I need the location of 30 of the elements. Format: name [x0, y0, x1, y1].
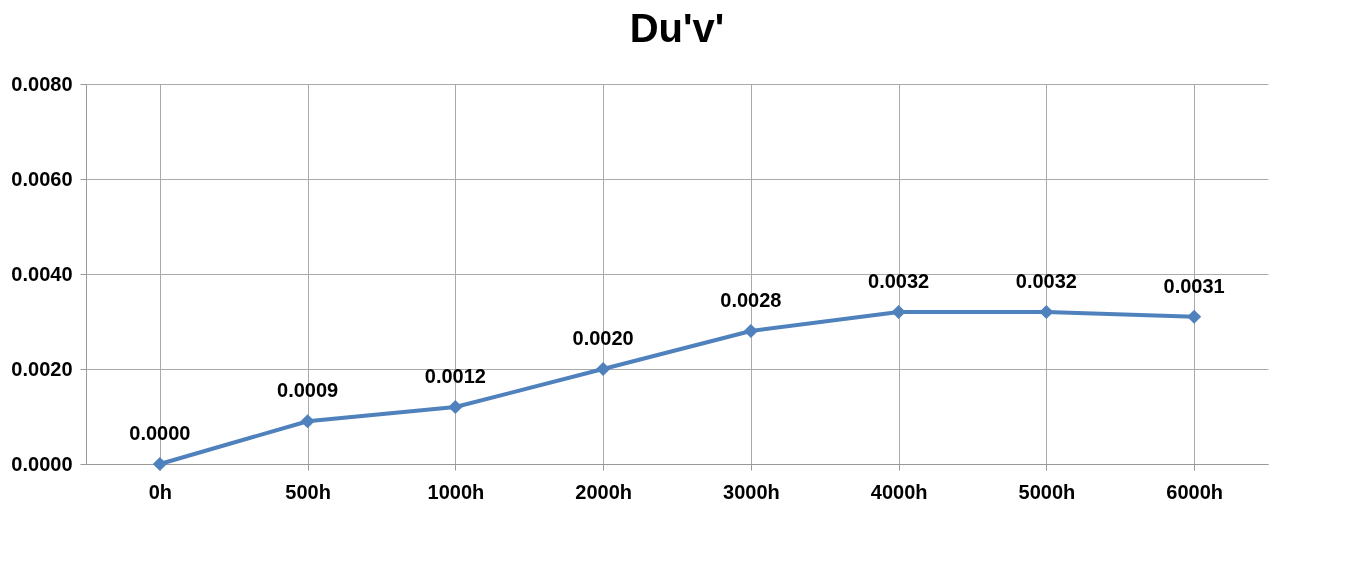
- x-tick-label: 6000h: [1166, 480, 1223, 503]
- data-label: 0.0031: [1163, 274, 1225, 297]
- point: [596, 361, 611, 377]
- data-label: 0.0032: [1015, 270, 1077, 292]
- y-tick-label: 0.0040: [11, 262, 73, 285]
- x-tick-label: 3000h: [723, 480, 780, 503]
- data-label: 0.0028: [720, 289, 782, 311]
- x-tick-label: 0h: [148, 480, 173, 503]
- y-tick-label: 0.0020: [11, 357, 73, 380]
- data-label: 0.0009: [277, 379, 339, 402]
- x-tick-label: 2000h: [575, 480, 632, 503]
- x-tick-label: 4000h: [870, 480, 928, 503]
- x-tick-label: 500h: [285, 480, 331, 503]
- y-tick-label: 0.0060: [11, 167, 73, 190]
- data-label: 0.0000: [129, 422, 191, 444]
- x-tick-label: 1000h: [427, 480, 485, 503]
- data-label: 0.0012: [424, 365, 486, 387]
- point: [300, 414, 315, 429]
- data-label: 0.0032: [868, 270, 930, 292]
- point: [448, 399, 463, 415]
- y-tick-label: 0.0000: [11, 452, 73, 475]
- data-label: 0.0020: [572, 327, 634, 349]
- point: [1187, 309, 1202, 324]
- point: [743, 323, 758, 339]
- point: [891, 304, 906, 320]
- point: [1039, 304, 1054, 320]
- chart-title: Du'v': [629, 6, 725, 50]
- point: [152, 456, 167, 472]
- x-tick-label: 5000h: [1018, 480, 1076, 503]
- y-tick-label: 0.0080: [11, 72, 73, 95]
